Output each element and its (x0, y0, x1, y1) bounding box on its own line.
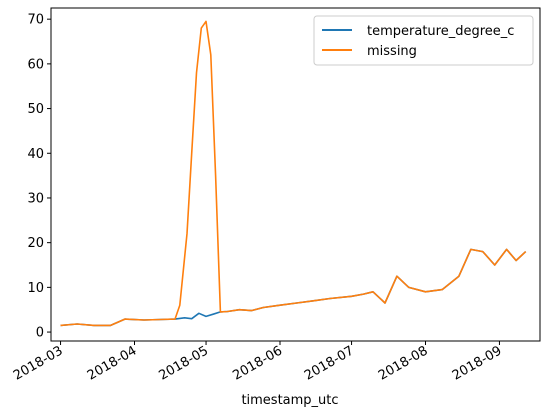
y-tick-label: 70 (27, 13, 44, 28)
legend-label-missing: missing (367, 44, 417, 59)
y-tick-label: 60 (27, 57, 44, 72)
y-tick-label: 0 (36, 326, 44, 341)
plot-frame (50, 7, 541, 342)
y-axis: 0 10 20 30 40 50 60 70 (27, 13, 51, 341)
y-tick-label: 10 (27, 281, 44, 296)
series-line-missing (60, 20, 527, 327)
legend: temperature_degree_c missing (313, 15, 534, 66)
y-tick-label: 40 (27, 147, 44, 162)
y-tick-label: 30 (27, 191, 44, 206)
plot-lines (60, 20, 527, 327)
x-axis-title: timestamp_utc (241, 393, 338, 408)
y-tick-label: 20 (27, 236, 44, 251)
legend-box (313, 15, 534, 66)
y-tick-label: 50 (27, 102, 44, 117)
legend-label-temperature: temperature_degree_c (367, 24, 514, 39)
